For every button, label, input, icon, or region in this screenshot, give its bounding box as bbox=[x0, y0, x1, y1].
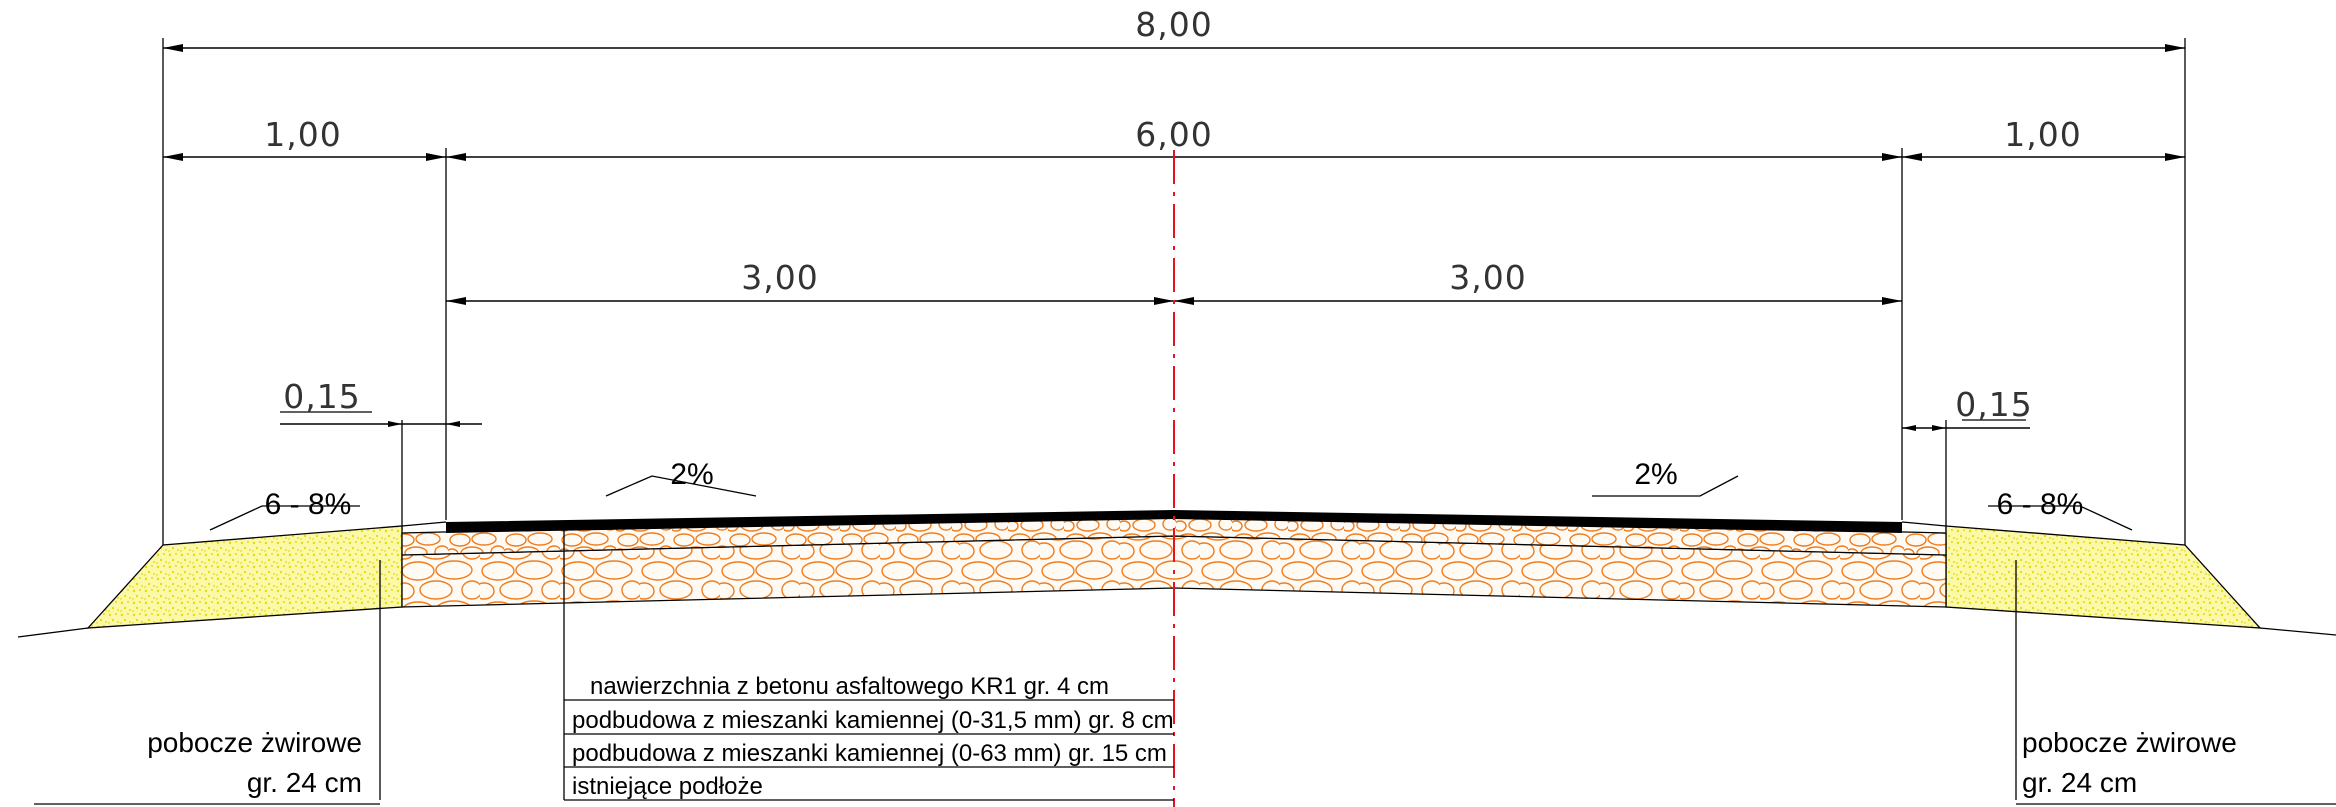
dimension-lane-right-label: 3,00 bbox=[1449, 258, 1526, 297]
layer-legend: nawierzchnia z betonu asfaltowego KR1 gr… bbox=[563, 530, 1174, 801]
shoulder-label-right: pobocze żwirowe gr. 24 cm bbox=[2015, 560, 2336, 805]
svg-text:pobocze żwirowe: pobocze żwirowe bbox=[2022, 727, 2237, 758]
dimension-curb-left-label: 0,15 bbox=[283, 377, 360, 416]
slope-lane-right: 2% bbox=[1592, 458, 1739, 497]
svg-text:gr. 24 cm: gr. 24 cm bbox=[2022, 767, 2137, 798]
dimension-curb-right: 0,15 bbox=[1902, 385, 2032, 530]
layer-label-asphalt: nawierzchnia z betonu asfaltowego KR1 gr… bbox=[590, 673, 1109, 700]
ground-line-left bbox=[17, 627, 89, 638]
dimension-curb-right-label: 0,15 bbox=[1955, 385, 2032, 424]
gravel-shoulder-right bbox=[1945, 525, 2262, 629]
shoulder-label-left: pobocze żwirowe gr. 24 cm bbox=[34, 560, 381, 805]
dimension-shoulder-left-label: 1,00 bbox=[264, 115, 341, 154]
svg-text:gr. 24 cm: gr. 24 cm bbox=[247, 767, 362, 798]
asphalt-surface-layer bbox=[446, 510, 1902, 533]
svg-text:pobocze żwirowe: pobocze żwirowe bbox=[147, 727, 362, 758]
dimension-shoulder-right-label: 1,00 bbox=[2004, 115, 2081, 154]
curb-step-right bbox=[1901, 521, 1947, 527]
ground-line-right bbox=[2259, 627, 2336, 636]
dimension-total-width-label: 8,00 bbox=[1135, 5, 1212, 44]
svg-text:6 - 8%: 6 - 8% bbox=[1997, 488, 2084, 521]
slope-shoulder-right: 6 - 8% bbox=[1988, 488, 2133, 531]
dimension-lane-left-label: 3,00 bbox=[741, 258, 818, 297]
layer-label-base-fine: podbudowa z mieszanki kamiennej (0-31,5 … bbox=[572, 707, 1174, 734]
slope-lane-left: 2% bbox=[605, 458, 757, 497]
dimension-roadway-label: 6,00 bbox=[1135, 115, 1212, 154]
gravel-shoulder-left bbox=[86, 525, 403, 629]
dimension-total-width: 8,00 bbox=[163, 5, 2185, 52]
dimension-curb-left: 0,15 bbox=[280, 377, 482, 530]
layer-label-existing-subgrade: istniejące podłoże bbox=[572, 773, 763, 800]
svg-text:6 - 8%: 6 - 8% bbox=[265, 488, 352, 521]
svg-text:2%: 2% bbox=[670, 458, 713, 491]
slope-shoulder-left: 6 - 8% bbox=[209, 488, 360, 531]
svg-text:2%: 2% bbox=[1634, 458, 1677, 491]
layer-label-subbase-coarse: podbudowa z mieszanki kamiennej (0-63 mm… bbox=[572, 740, 1167, 767]
curb-step-left bbox=[401, 521, 447, 527]
